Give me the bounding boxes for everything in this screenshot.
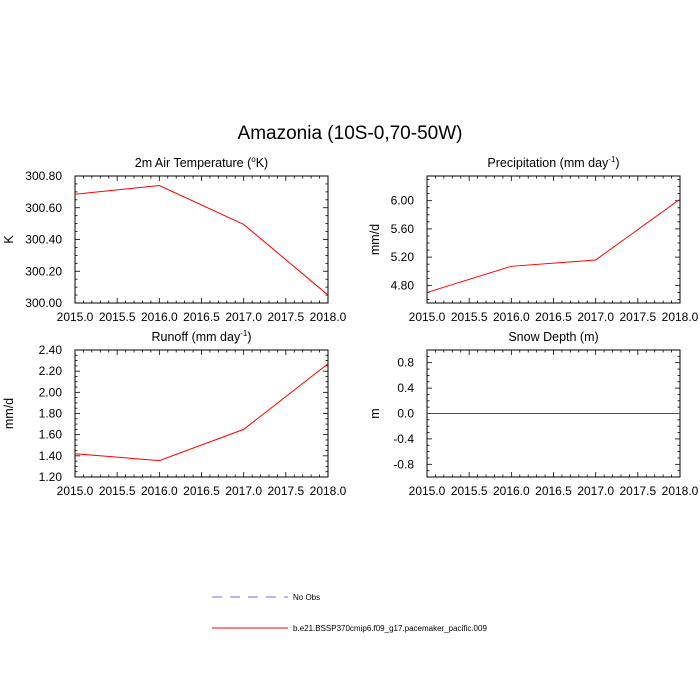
panel-2: Precipitation (mm day-1) mm/d 2015.0 2015.5…: [368, 155, 699, 324]
figure-title: Amazonia (10S-0,70-50W): [238, 123, 463, 144]
y-tick-label: -0.4: [393, 432, 414, 446]
y-tick-label: 1.40: [39, 449, 63, 463]
y-tick-label: 2.00: [39, 385, 63, 399]
x-tick-label: 2016.5: [183, 484, 220, 498]
series-line: [426, 198, 681, 293]
panel-title-main: Runoff (mm day: [152, 330, 241, 344]
series-line: [74, 185, 329, 296]
x-tick-label: 2015.0: [57, 484, 94, 498]
y-tick-label: 300.20: [25, 264, 62, 278]
y-tick-label: 1.20: [39, 470, 63, 484]
x-tick-label: 2017.0: [577, 310, 614, 324]
legend-item: No Obs: [212, 593, 320, 602]
y-tick-label: 6.00: [391, 194, 415, 208]
legend-item: b.e21.BSSP370cmip6.f09_g17.pacemaker_pac…: [212, 624, 487, 633]
panel-title: 2m Air Temperature (oK): [135, 155, 268, 170]
y-tick-label: 5.60: [391, 222, 415, 236]
x-tick-label: 2017.5: [267, 310, 304, 324]
panel-title: Runoff (mm day-1): [152, 329, 252, 344]
x-tick-label: 2017.0: [577, 484, 614, 498]
y-tick-label: 300.40: [25, 233, 62, 247]
legend-label: No Obs: [293, 593, 320, 602]
x-tick-label: 2015.5: [99, 484, 136, 498]
panel-title-superscript: o: [251, 155, 256, 164]
x-tick-label: 2015.5: [99, 310, 136, 324]
panel-title-end: K): [256, 156, 269, 170]
x-tick-label: 2017.5: [619, 484, 656, 498]
panel-title: Snow Depth (m): [508, 330, 598, 344]
x-tick-label: 2017.5: [619, 310, 656, 324]
y-tick-label: -0.8: [393, 457, 414, 471]
x-tick-label: 2016.0: [493, 484, 530, 498]
x-tick-label: 2015.5: [451, 484, 488, 498]
panel-3: Runoff (mm day-1) mm/d 2015.0 2015.5 2016.0 2…: [2, 329, 347, 498]
panels: 2m Air Temperature (oK) K 2015.0 2015.5 2016…: [2, 155, 699, 498]
plot-frame: [74, 175, 329, 304]
panel-title-main: Precipitation (mm day: [487, 156, 609, 170]
panel-title-superscript: -1: [240, 329, 248, 338]
x-tick-label: 2016.0: [141, 484, 178, 498]
panel-title-superscript: -1: [608, 155, 616, 164]
panel-title-end: ): [247, 330, 251, 344]
y-tick-label: 4.80: [391, 278, 415, 292]
plot-frame: [74, 349, 329, 478]
x-tick-label: 2017.0: [225, 484, 262, 498]
x-tick-label: 2016.5: [535, 484, 572, 498]
x-tick-label: 2016.0: [141, 310, 178, 324]
x-tick-label: 2018.0: [662, 310, 699, 324]
y-tick-label: 300.80: [25, 169, 62, 183]
series-line: [74, 363, 329, 462]
y-axis-label: mm/d: [368, 224, 382, 255]
x-tick-label: 2018.0: [310, 484, 347, 498]
y-tick-label: 5.20: [391, 250, 415, 264]
panel-1: 2m Air Temperature (oK) K 2015.0 2015.5 2016…: [2, 155, 347, 324]
panel-title: Precipitation (mm day-1): [487, 155, 619, 170]
x-tick-label: 2015.0: [409, 484, 446, 498]
x-tick-label: 2015.5: [451, 310, 488, 324]
x-tick-label: 2016.5: [535, 310, 572, 324]
x-tick-label: 2016.0: [493, 310, 530, 324]
x-tick-label: 2017.5: [267, 484, 304, 498]
plot-frame: [426, 175, 681, 304]
x-tick-label: 2018.0: [662, 484, 699, 498]
y-tick-label: 0.0: [397, 407, 414, 421]
y-axis-label: mm/d: [2, 398, 16, 429]
y-tick-label: 2.40: [39, 343, 63, 357]
y-tick-label: 2.20: [39, 364, 63, 378]
y-tick-label: 0.4: [397, 381, 414, 395]
panel-title-main: 2m Air Temperature (: [135, 156, 252, 170]
y-tick-label: 1.80: [39, 407, 63, 421]
y-tick-label: 1.60: [39, 428, 63, 442]
legend: No Obs b.e21.BSSP370cmip6.f09_g17.pacemak…: [212, 593, 487, 633]
panel-title-main: Snow Depth (m): [508, 330, 598, 344]
panel-4: Snow Depth (m) m 2015.0 2015.5 2016.0 2016.5 2…: [368, 330, 699, 498]
y-tick-label: 300.60: [25, 201, 62, 215]
panel-title-end: ): [615, 156, 619, 170]
y-tick-label: 0.8: [397, 356, 414, 370]
x-tick-label: 2018.0: [310, 310, 347, 324]
x-tick-label: 2015.0: [57, 310, 94, 324]
y-tick-label: 300.00: [25, 296, 62, 310]
legend-label: b.e21.BSSP370cmip6.f09_g17.pacemaker_pac…: [293, 624, 487, 633]
y-axis-label: K: [2, 235, 16, 244]
x-tick-label: 2017.0: [225, 310, 262, 324]
y-axis-label: m: [368, 408, 382, 418]
x-tick-label: 2015.0: [409, 310, 446, 324]
x-tick-label: 2016.5: [183, 310, 220, 324]
